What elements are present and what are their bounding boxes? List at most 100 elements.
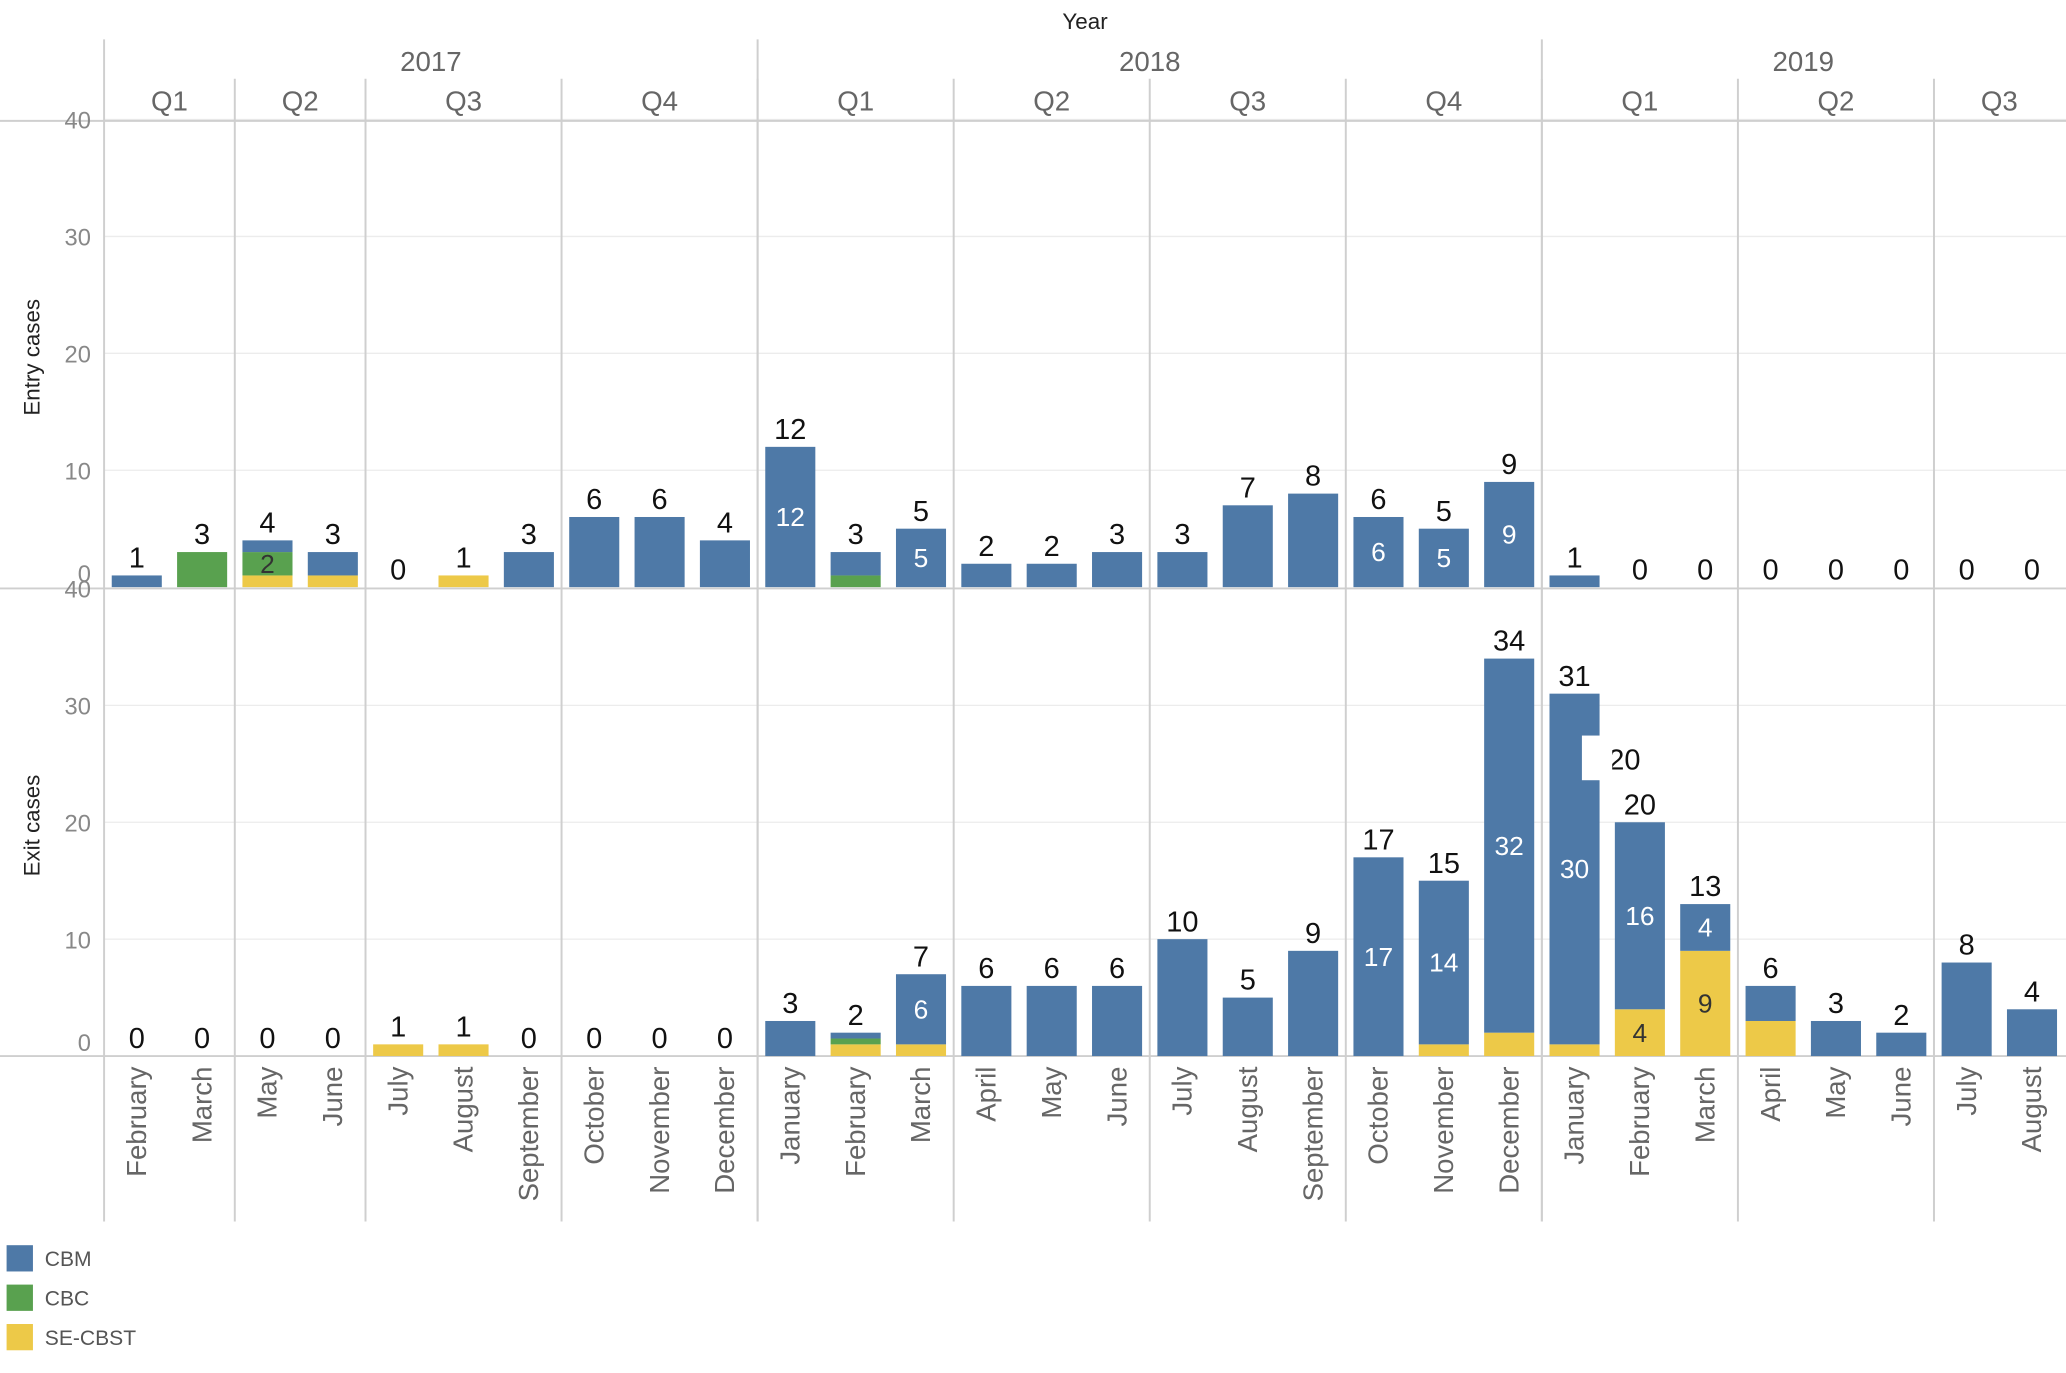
bar-se-cbst — [1549, 1044, 1600, 1057]
bar-total-label: 2 — [1893, 1000, 1909, 1032]
month-label: April — [1755, 1067, 1786, 1122]
segment-value-label: 4 — [1698, 913, 1713, 943]
bar-se-cbst — [895, 1044, 947, 1057]
bar-se-cbst — [1484, 1032, 1535, 1057]
bar-cbm — [307, 552, 358, 576]
bar-total-label: 31 — [1558, 661, 1590, 693]
bar-cbm — [1745, 985, 1796, 1021]
y-tick-label: 30 — [65, 226, 91, 252]
bar-cbc — [830, 575, 881, 588]
bar-se-cbst — [1418, 1044, 1469, 1057]
segment-value-label: 5 — [1436, 543, 1451, 573]
month-label: June — [317, 1067, 348, 1127]
quarter-label: Q4 — [641, 85, 678, 116]
bar-total-label: 0 — [390, 554, 406, 586]
bar-se-cbst — [438, 575, 489, 588]
bar-total-label: 0 — [194, 1023, 210, 1055]
bar-cbm — [1288, 950, 1339, 1057]
bar-total-label: 8 — [1305, 461, 1321, 493]
bar-total-label: 3 — [521, 519, 537, 551]
month-label: March — [905, 1067, 936, 1144]
segment-value-label: 2 — [260, 549, 275, 579]
segment-value-label: 5 — [914, 543, 929, 573]
bar-cbm — [1680, 904, 1731, 951]
bar-total-label: 0 — [259, 1023, 275, 1055]
bar-cbm — [1876, 1032, 1927, 1057]
bar-total-label: 0 — [325, 1023, 341, 1055]
legend-label: CBC — [45, 1288, 89, 1311]
bar-cbm — [961, 563, 1012, 588]
quarter-label: Q1 — [151, 85, 188, 116]
month-label: September — [1297, 1067, 1328, 1202]
quarter-label: Q1 — [1621, 85, 1658, 116]
bar-cbm — [895, 974, 947, 1045]
bar-cbc — [242, 552, 293, 576]
month-label: May — [252, 1066, 283, 1118]
bar-se-cbst — [373, 1044, 424, 1057]
bar-total-label: 6 — [1763, 953, 1779, 985]
bar-total-label: 0 — [1893, 554, 1909, 586]
y-tick-label: 10 — [65, 928, 91, 954]
month-label: July — [1167, 1066, 1198, 1115]
bar-total-label: 1 — [1566, 543, 1582, 575]
bar-total-label: 3 — [1174, 519, 1190, 551]
month-label: November — [644, 1067, 675, 1194]
legend-swatch-cbc — [6, 1284, 33, 1311]
bar-cbm — [503, 552, 554, 588]
bar-total-label: 0 — [652, 1023, 668, 1055]
segment-value-label: 16 — [1625, 901, 1654, 931]
month-label: July — [1951, 1066, 1982, 1115]
segment-value-label: 9 — [1502, 520, 1517, 550]
bar-cbm — [765, 446, 816, 588]
month-label: January — [774, 1066, 805, 1164]
segment-value-label: 6 — [914, 995, 929, 1025]
bar-total-label: 13 — [1689, 871, 1721, 903]
bar-cbm — [1941, 962, 1992, 1057]
bar-total-label: 7 — [913, 941, 929, 973]
bar-se-cbst — [307, 575, 358, 588]
year-header-title: Year — [1062, 9, 1108, 34]
quarter-label: Q3 — [445, 85, 482, 116]
bar-cbm — [1222, 997, 1273, 1057]
bar-total-label: 3 — [325, 519, 341, 551]
month-label: April — [971, 1067, 1002, 1122]
clipped-value-label: 20 — [1608, 745, 1640, 777]
bar-total-label: 8 — [1959, 930, 1975, 962]
bar-total-label: 0 — [1959, 554, 1975, 586]
bar-total-label: 6 — [1109, 953, 1125, 985]
bar-cbm — [895, 528, 947, 588]
bar-cbm — [2006, 1009, 2058, 1057]
bar-total-label: 34 — [1493, 626, 1525, 658]
y-tick-label: 30 — [65, 695, 91, 721]
bar-cbm — [1418, 528, 1469, 588]
quarter-label: Q2 — [282, 85, 319, 116]
bar-total-label: 2 — [978, 531, 994, 563]
label-occluder — [1581, 735, 1613, 781]
y-tick-label: 0 — [78, 1031, 91, 1057]
bar-cbm — [1222, 505, 1273, 588]
bar-se-cbst — [242, 575, 293, 588]
y-tick-label: 20 — [65, 811, 91, 837]
bar-total-label: 0 — [129, 1023, 145, 1055]
month-label: March — [186, 1067, 217, 1144]
bar-total-label: 3 — [782, 988, 798, 1020]
bar-cbm — [1026, 563, 1077, 588]
y-axis-title: Exit cases — [19, 775, 44, 877]
bar-total-label: 9 — [1305, 918, 1321, 950]
year-label: 2019 — [1773, 46, 1835, 77]
bar-total-label: 0 — [1828, 554, 1844, 586]
bar-cbm — [1288, 493, 1339, 588]
bar-cbm — [1484, 481, 1535, 588]
bar-total-label: 4 — [2024, 976, 2040, 1008]
bar-cbm — [830, 1032, 881, 1039]
y-tick-label: 10 — [65, 459, 91, 485]
year-label: 2017 — [400, 46, 462, 77]
quarter-label: Q1 — [837, 85, 874, 116]
bar-total-label: 5 — [1240, 965, 1256, 997]
bar-cbm — [242, 540, 293, 553]
bar-total-label: 1 — [455, 1012, 471, 1044]
y-tick-label: 0 — [78, 562, 91, 588]
bar-total-label: 0 — [1632, 554, 1648, 586]
